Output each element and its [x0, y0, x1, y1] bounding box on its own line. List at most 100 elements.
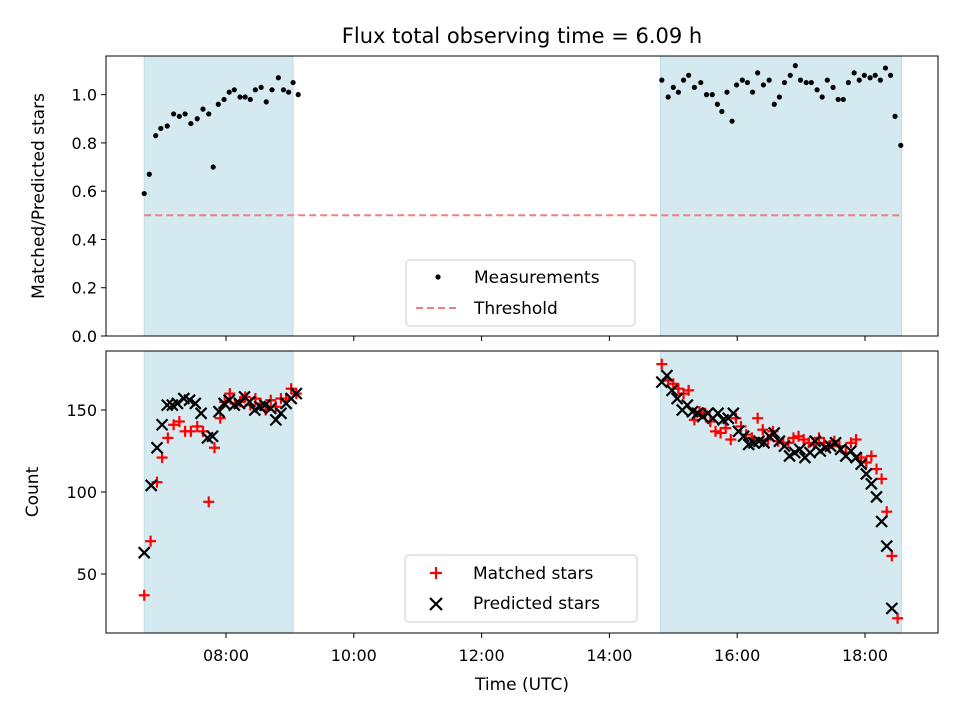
top-y-tick-label: 0.6	[72, 182, 97, 201]
bot-y-tick-label: 100	[66, 483, 97, 502]
measurement-point	[164, 123, 170, 129]
measurement-point	[840, 96, 846, 103]
measurement-point	[892, 113, 898, 119]
measurement-point	[237, 94, 243, 100]
measurement-point	[744, 79, 751, 86]
predicted-star-point	[144, 479, 158, 492]
top-legend-box	[405, 259, 636, 327]
measurement-point	[691, 84, 697, 90]
bot-observing-window-2	[660, 350, 902, 634]
measurement-point	[776, 94, 782, 100]
predicted-star-point	[803, 446, 817, 459]
measurement-point	[714, 101, 720, 107]
legend-label-threshold: Threshold	[473, 299, 558, 319]
measurement-point	[766, 77, 772, 83]
matched-star-point	[656, 358, 668, 370]
matched-star-point	[876, 473, 888, 485]
measurement-point	[814, 87, 820, 93]
predicted-star-point	[727, 407, 740, 420]
predicted-star-point	[875, 515, 888, 528]
matched-star-point	[173, 416, 185, 427]
measurement-point	[146, 171, 152, 177]
measurement-point	[215, 101, 221, 107]
measurement-point	[675, 89, 682, 95]
predicted-star-point	[670, 392, 684, 405]
predicted-star-point	[885, 602, 899, 615]
legend-marker-predicted-stars	[429, 597, 443, 611]
predicted-star-point	[860, 467, 873, 481]
measurement-point	[724, 89, 730, 95]
measurement-point	[872, 72, 878, 78]
measurement-point	[659, 77, 665, 83]
predicted-star-point	[290, 387, 303, 400]
matched-star-point	[162, 432, 174, 444]
measurement-point	[867, 75, 873, 81]
predicted-star-point	[865, 477, 878, 491]
bot-y-tick-label: 50	[77, 565, 97, 584]
matched-star-point	[138, 589, 150, 601]
matched-star-point	[203, 496, 215, 508]
bottom-legend-box	[404, 554, 638, 623]
measurement-point	[882, 65, 889, 71]
matched-star-point	[145, 535, 157, 547]
chart-title: Flux total observing time = 6.09 h	[342, 24, 702, 48]
measurement-point	[856, 77, 862, 83]
measurement-point	[210, 164, 216, 170]
measurement-point	[749, 89, 756, 95]
measurement-point	[670, 84, 676, 90]
legend-marker-matched-stars	[430, 567, 442, 579]
matched-star-point	[191, 420, 203, 432]
matched-star-point	[667, 378, 679, 390]
measurement-point	[739, 77, 745, 83]
measurement-point	[247, 96, 253, 103]
measurement-point	[861, 72, 867, 78]
predicted-star-point	[194, 407, 208, 420]
bot-y-tick-label: 150	[66, 401, 97, 420]
measurement-point	[269, 87, 275, 93]
predicted-star-point	[767, 426, 781, 440]
x-tick-label: 10:00	[331, 646, 377, 665]
measurement-point	[851, 70, 857, 76]
measurement-point	[781, 79, 788, 86]
matched-star-point	[725, 434, 737, 446]
matched-star-point	[757, 424, 769, 436]
measurement-point	[176, 113, 182, 119]
predicted-star-point	[212, 405, 226, 418]
measurement-point	[808, 79, 814, 86]
measurement-point	[835, 96, 841, 103]
measurement-point	[158, 125, 164, 132]
measurement-point	[797, 77, 804, 83]
bot-observing-window-1	[143, 350, 294, 634]
predicted-star-point	[665, 384, 679, 397]
top-y-tick-label: 0.8	[72, 134, 97, 153]
x-tick-label: 16:00	[714, 646, 760, 665]
measurement-point	[703, 92, 710, 98]
measurement-point	[845, 79, 851, 86]
measurement-point	[819, 94, 825, 100]
matched-star-point	[168, 419, 180, 431]
predicted-star-point	[160, 398, 174, 412]
top-legend: Measurements Threshold	[405, 259, 636, 327]
measurement-point	[221, 96, 227, 103]
x-tick-label: 12:00	[459, 646, 505, 665]
matched-star-point	[185, 425, 197, 437]
predicted-star-point	[660, 369, 674, 382]
predicted-star-point	[854, 457, 868, 471]
measurement-point	[231, 87, 237, 93]
predicted-star-point	[870, 490, 883, 504]
measurement-point	[787, 72, 793, 78]
measurement-point	[226, 89, 232, 95]
measurement-point	[188, 120, 194, 127]
x-axis-label: Time (UTC)	[474, 675, 569, 695]
matched-star-point	[224, 388, 236, 400]
x-tick-label: 08:00	[203, 646, 249, 665]
predicted-star-point	[808, 434, 822, 448]
bottom-y-axis-label: Count	[23, 466, 43, 517]
measurement-point	[290, 79, 296, 86]
matched-star-point	[886, 550, 898, 562]
predicted-star-point	[258, 398, 272, 412]
measurement-point	[709, 92, 715, 98]
measurement-point	[242, 94, 248, 100]
top-panel-frame	[105, 55, 939, 337]
